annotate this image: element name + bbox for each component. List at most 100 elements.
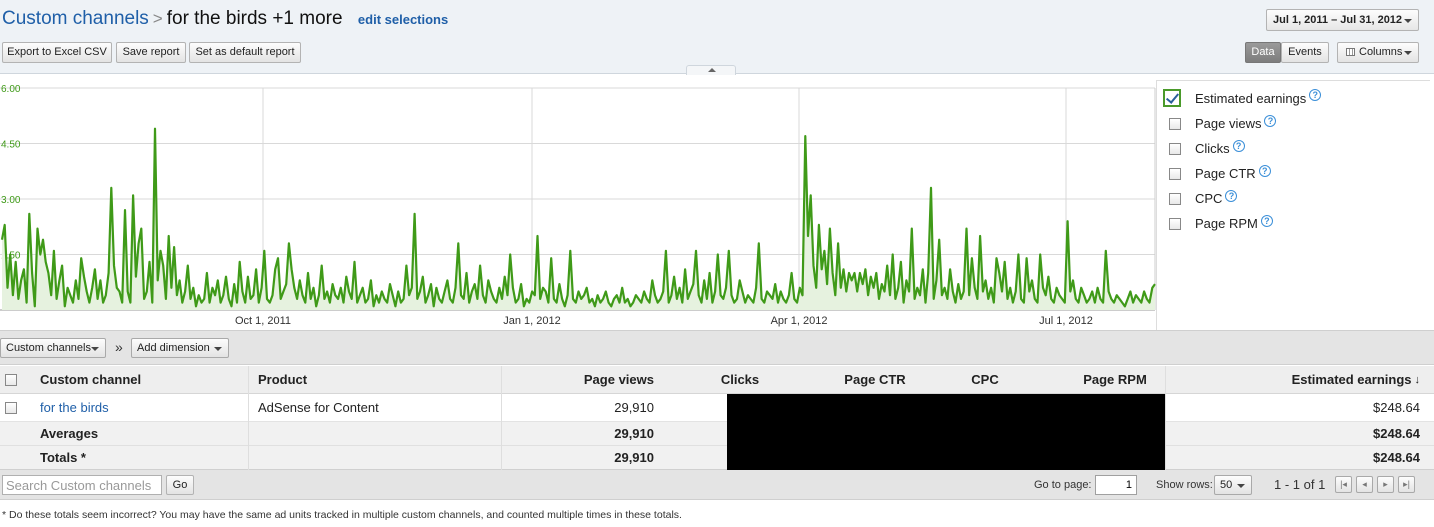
column-divider <box>248 366 249 470</box>
averages-label: Averages <box>40 426 99 441</box>
date-range-label: Jul 1, 2011 – Jul 31, 2012 <box>1273 14 1403 26</box>
breadcrumb-root-link[interactable]: Custom channels <box>2 8 149 29</box>
column-divider <box>1165 366 1166 470</box>
y-tick-label: 3.00 <box>1 195 21 206</box>
show-rows-label: Show rows: <box>1156 479 1213 491</box>
data-view-toggle[interactable]: Data <box>1245 42 1281 63</box>
metric-clicks[interactable]: Clicks? <box>1169 140 1245 158</box>
help-icon[interactable]: ? <box>1309 89 1322 101</box>
add-dimension-label: Add dimension <box>137 342 210 354</box>
help-icon[interactable]: ? <box>1258 165 1271 177</box>
checkbox-icon[interactable] <box>5 373 17 386</box>
totals-label: Totals * <box>40 450 86 465</box>
totals-page-views: 29,910 <box>614 450 654 465</box>
table-row: for the birds AdSense for Content 29,910… <box>0 394 1434 422</box>
x-tick-label: Jan 1, 2012 <box>503 315 561 327</box>
row-checkbox[interactable] <box>5 394 17 421</box>
metrics-selector: Estimated earnings? Page views? Clicks? … <box>1156 80 1430 330</box>
col-header-cpc[interactable]: CPC <box>971 372 999 387</box>
sort-descending-icon: ↓ <box>1414 373 1421 386</box>
chevron-up-icon <box>708 68 716 72</box>
averages-page-views: 29,910 <box>614 426 654 441</box>
help-icon[interactable]: ? <box>1260 215 1273 227</box>
show-rows-value: 50 <box>1220 479 1233 491</box>
y-tick-label: 6.00 <box>1 84 21 95</box>
columns-icon <box>1346 48 1355 57</box>
checkbox-icon[interactable] <box>1169 217 1181 230</box>
metric-page-ctr[interactable]: Page CTR? <box>1169 165 1271 183</box>
chevron-down-icon <box>214 347 222 351</box>
help-icon[interactable]: ? <box>1232 140 1245 152</box>
metric-label: Estimated earnings <box>1195 90 1307 106</box>
next-page-button[interactable]: ▸ <box>1377 476 1394 493</box>
add-dimension-dropdown[interactable]: Add dimension <box>131 338 229 358</box>
chevron-down-icon <box>1404 19 1412 23</box>
col-header-estimated-earnings[interactable]: Estimated earnings ↓ <box>1200 366 1420 393</box>
edit-selections-link[interactable]: edit selections <box>357 12 449 27</box>
col-header-page-rpm[interactable]: Page RPM <box>1083 372 1147 387</box>
metric-label: Clicks <box>1195 141 1230 157</box>
table-header-row: Custom channel Product Page views Clicks… <box>0 366 1434 394</box>
search-custom-channels-input[interactable] <box>2 475 162 495</box>
help-icon[interactable]: ? <box>1264 115 1277 127</box>
metric-page-rpm[interactable]: Page RPM? <box>1169 215 1273 233</box>
col-header-clicks[interactable]: Clicks <box>720 372 760 387</box>
set-default-report-button[interactable]: Set as default report <box>189 42 301 63</box>
averages-row: Averages 29,910 $248.64 <box>0 422 1434 446</box>
dimension-dropdown[interactable]: Custom channels <box>0 338 106 358</box>
help-icon[interactable]: ? <box>1225 190 1238 202</box>
x-tick-label: Oct 1, 2011 <box>235 315 291 327</box>
chevron-down-icon <box>1404 51 1412 55</box>
checkbox-icon[interactable] <box>1169 142 1181 155</box>
dimension-bar: Custom channels » Add dimension <box>0 330 1434 365</box>
breadcrumb-current: for the birds +1 more <box>166 8 343 29</box>
page-views-cell: 29,910 <box>614 400 654 415</box>
metric-label: Page CTR <box>1195 166 1256 182</box>
collapse-chart-handle[interactable] <box>686 65 736 75</box>
checkbox-icon[interactable] <box>5 401 17 414</box>
channel-link[interactable]: for the birds <box>40 400 109 415</box>
go-to-page-input[interactable] <box>1095 475 1137 495</box>
dimension-label: Custom channels <box>6 342 91 354</box>
double-arrow-icon: » <box>115 339 123 355</box>
metric-cpc[interactable]: CPC? <box>1169 190 1238 208</box>
checkbox-icon[interactable] <box>1169 192 1181 205</box>
metric-label: CPC <box>1195 191 1223 207</box>
events-view-toggle[interactable]: Events <box>1281 42 1329 63</box>
select-all-checkbox[interactable] <box>5 366 17 393</box>
export-csv-button[interactable]: Export to Excel CSV <box>2 42 112 63</box>
earnings-cell: $248.64 <box>1373 400 1420 415</box>
metric-label: Page RPM <box>1195 216 1258 232</box>
earnings-chart: 6.00 4.50 3.00 1.50 Oct 1, 2011 Jan 1, 2012 Ap… <box>0 80 1156 330</box>
x-tick-label: Apr 1, 2012 <box>771 315 828 327</box>
last-page-button[interactable]: ▸| <box>1398 476 1415 493</box>
show-rows-dropdown[interactable]: 50 <box>1214 475 1252 495</box>
col-header-custom-channel[interactable]: Custom channel <box>40 372 142 387</box>
column-divider <box>501 366 502 470</box>
checkbox-checked-icon[interactable] <box>1163 89 1181 107</box>
breadcrumb-separator: > <box>152 9 163 28</box>
y-tick-label: 4.50 <box>1 140 21 151</box>
columns-dropdown[interactable]: Columns <box>1337 42 1419 63</box>
redacted-block <box>727 394 1165 470</box>
checkbox-icon[interactable] <box>1169 167 1181 180</box>
first-page-button[interactable]: |◂ <box>1335 476 1352 493</box>
col-header-page-views[interactable]: Page views <box>583 372 654 387</box>
series-line-estimated-earnings <box>0 127 1156 308</box>
col-header-earnings-label: Estimated earnings <box>1291 372 1412 387</box>
col-header-page-ctr[interactable]: Page CTR <box>844 372 906 387</box>
col-header-product[interactable]: Product <box>258 372 308 387</box>
search-go-button[interactable]: Go <box>166 475 194 495</box>
save-report-button[interactable]: Save report <box>116 42 186 63</box>
metric-label: Page views <box>1195 116 1262 132</box>
metric-estimated-earnings[interactable]: Estimated earnings? <box>1163 89 1322 107</box>
breadcrumb: Custom channels > for the birds +1 more ed… <box>2 8 448 30</box>
checkbox-icon[interactable] <box>1169 117 1181 130</box>
x-tick-label: Jul 1, 2012 <box>1039 315 1093 327</box>
averages-earnings: $248.64 <box>1373 426 1420 441</box>
prev-page-button[interactable]: ◂ <box>1356 476 1373 493</box>
metric-page-views[interactable]: Page views? <box>1169 115 1277 133</box>
date-range-dropdown[interactable]: Jul 1, 2011 – Jul 31, 2012 <box>1266 9 1419 31</box>
product-cell: AdSense for Content <box>258 400 379 415</box>
